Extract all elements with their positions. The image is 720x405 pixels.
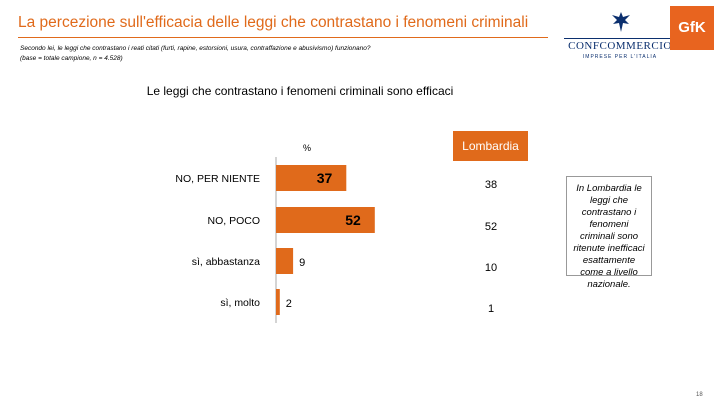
confcommercio-tagline: IMPRESE PER L'ITALIA bbox=[582, 54, 658, 60]
chart-title: Le leggi che contrastano i fenomeni crim… bbox=[146, 84, 454, 98]
category-label: sì, abbastanza bbox=[192, 256, 260, 268]
question-text: Secondo lei, le leggi che contrastano i … bbox=[20, 44, 370, 64]
confcommercio-logo: CONFCOMMERCIO IMPRESE PER L'ITALIA bbox=[558, 8, 682, 66]
region-value: 1 bbox=[487, 303, 495, 315]
data-label: 52 bbox=[345, 212, 361, 228]
region-value: 10 bbox=[484, 262, 498, 274]
logo-rule bbox=[564, 38, 676, 39]
data-label: 2 bbox=[286, 298, 292, 310]
unit-label: % bbox=[303, 143, 312, 153]
category-label: NO, POCO bbox=[207, 215, 260, 227]
sample-base: (base = totale campione, n = 4.528) bbox=[20, 55, 123, 62]
confcommercio-wordmark: CONFCOMMERCIO bbox=[568, 40, 672, 52]
category-label: sì, molto bbox=[220, 297, 260, 309]
bar bbox=[276, 248, 294, 274]
question-line: Secondo lei, le leggi che contrastano i … bbox=[20, 45, 371, 52]
note-box: In Lombardia le leggi che contrastano i … bbox=[566, 176, 652, 290]
data-label: 37 bbox=[317, 170, 333, 186]
data-label: 9 bbox=[299, 257, 305, 269]
page-title: La percezione sull'efficacia delle leggi… bbox=[18, 14, 529, 31]
region-value: 38 bbox=[484, 179, 498, 191]
gfk-logo: GfK bbox=[670, 6, 714, 50]
bar bbox=[276, 289, 280, 315]
eagle-icon bbox=[612, 12, 630, 32]
bar bbox=[276, 207, 375, 233]
category-label: NO, PER NIENTE bbox=[175, 173, 260, 185]
bar bbox=[276, 165, 347, 191]
region-header: Lombardia bbox=[453, 131, 528, 161]
title-divider bbox=[18, 37, 548, 38]
page-number: 18 bbox=[696, 392, 703, 398]
bar-chart: NO, PER NIENTE 37 NO, POCO 52 sì, abbastanza… bbox=[175, 157, 375, 323]
region-value: 52 bbox=[484, 221, 498, 233]
